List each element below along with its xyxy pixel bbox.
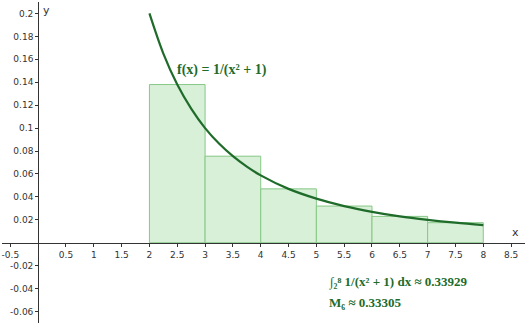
svg-text:7.5: 7.5 — [448, 250, 462, 260]
svg-text:0.04: 0.04 — [13, 192, 33, 202]
svg-text:5: 5 — [313, 250, 319, 260]
svg-text:0.14: 0.14 — [13, 77, 33, 87]
svg-text:0.06: 0.06 — [13, 169, 33, 179]
svg-text:∫₂⁸ 1/(x² + 1) dx ≈ 0.33929: ∫₂⁸ 1/(x² + 1) dx ≈ 0.33929 — [329, 274, 468, 290]
svg-text:6: 6 — [369, 250, 375, 260]
svg-text:8.5: 8.5 — [504, 250, 518, 260]
svg-text:7: 7 — [425, 250, 431, 260]
svg-text:2.5: 2.5 — [170, 250, 184, 260]
svg-text:0.18: 0.18 — [13, 32, 33, 42]
svg-text:-0.5: -0.5 — [2, 250, 20, 260]
svg-text:y: y — [43, 4, 50, 17]
svg-text:x: x — [512, 226, 519, 239]
svg-text:8: 8 — [480, 250, 486, 260]
svg-text:5.5: 5.5 — [337, 250, 351, 260]
svg-text:-0.04: -0.04 — [10, 284, 34, 294]
svg-text:0.1: 0.1 — [19, 123, 33, 133]
svg-text:2: 2 — [147, 250, 153, 260]
svg-text:4: 4 — [258, 250, 264, 260]
svg-text:1.5: 1.5 — [114, 250, 128, 260]
svg-text:3: 3 — [202, 250, 208, 260]
svg-text:3.5: 3.5 — [226, 250, 240, 260]
svg-text:0.08: 0.08 — [13, 146, 33, 156]
svg-text:0.2: 0.2 — [19, 9, 33, 19]
svg-text:-0.02: -0.02 — [10, 261, 33, 271]
svg-text:6.5: 6.5 — [393, 250, 407, 260]
svg-text:0.02: 0.02 — [13, 215, 33, 225]
svg-text:1: 1 — [91, 250, 97, 260]
svg-text:M₆ ≈ 0.33305: M₆ ≈ 0.33305 — [329, 295, 402, 310]
svg-text:-0.06: -0.06 — [10, 307, 34, 317]
svg-text:0.5: 0.5 — [59, 250, 73, 260]
svg-text:4.5: 4.5 — [281, 250, 295, 260]
svg-text:f(x) = 1/(x² + 1): f(x) = 1/(x² + 1) — [177, 62, 267, 78]
svg-text:0.12: 0.12 — [13, 100, 33, 110]
svg-text:0.16: 0.16 — [13, 54, 33, 64]
